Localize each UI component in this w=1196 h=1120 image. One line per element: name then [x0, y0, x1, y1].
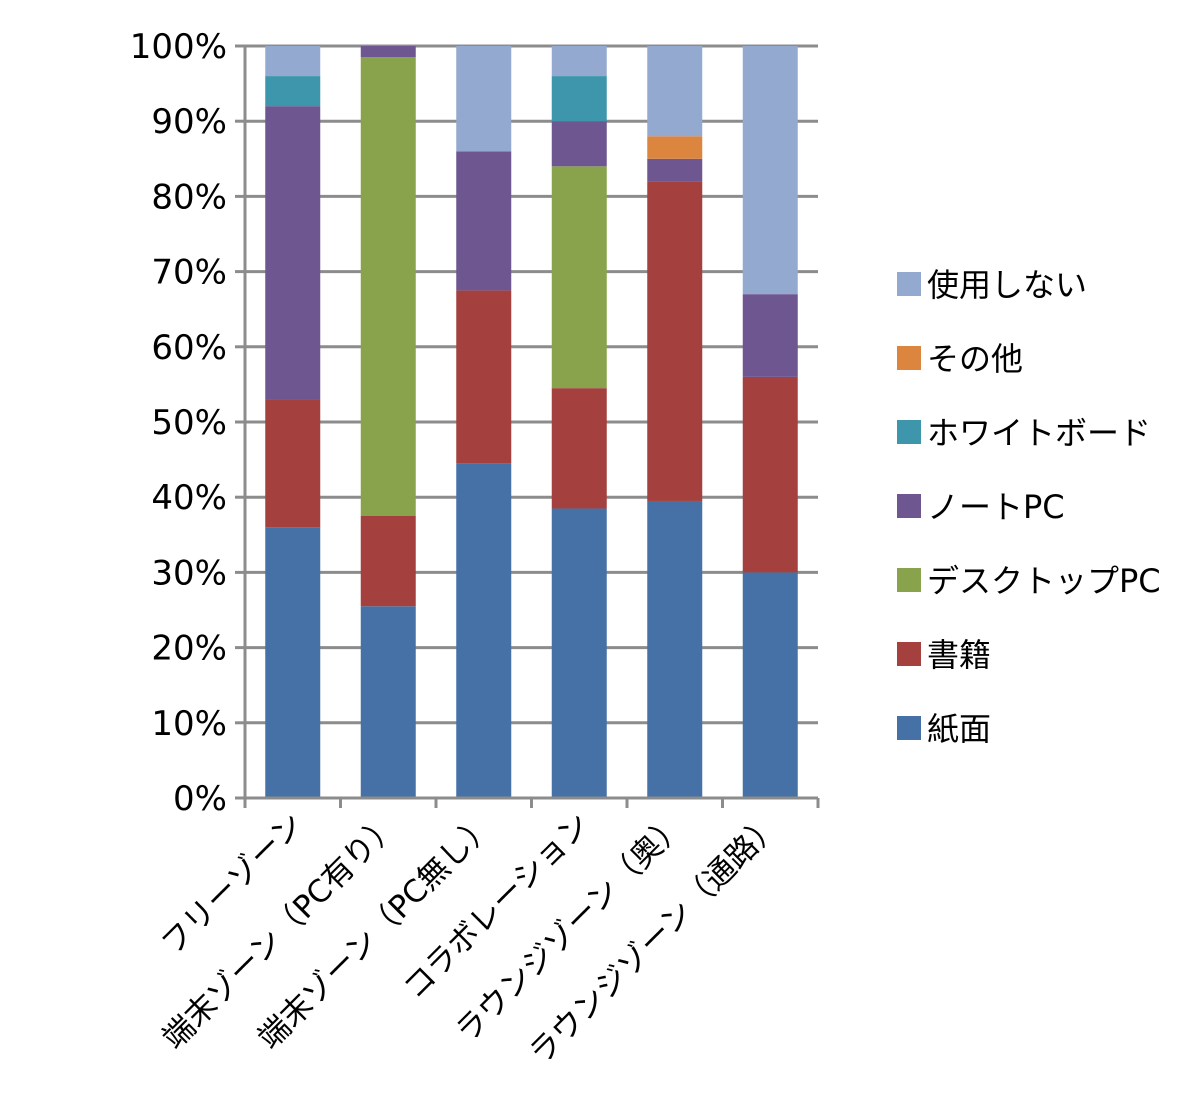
y-tick-label: 40%: [151, 478, 227, 518]
bar-segment: [551, 388, 607, 509]
bar-segment: [265, 46, 321, 77]
bar-segment: [551, 76, 607, 122]
bar-segment: [647, 181, 703, 501]
y-tick-label: 50%: [151, 403, 227, 443]
legend-swatch: [897, 568, 921, 592]
bar-segment: [265, 76, 321, 107]
y-axis-tick-labels: 0% 10% 20% 30% 40% 50% 60% 70% 80% 90% 100%: [130, 27, 227, 819]
bar-segment: [551, 166, 607, 389]
bars: [265, 46, 798, 798]
gridlines: [245, 44, 818, 725]
y-tick-label: 70%: [151, 253, 227, 293]
y-tick-label: 100%: [130, 27, 227, 67]
legend-swatch: [897, 716, 921, 740]
bar-segment: [360, 46, 416, 58]
axes: [235, 44, 820, 808]
bar-segment: [551, 121, 607, 167]
y-tick-label: 30%: [151, 553, 227, 593]
bar-segment: [647, 136, 703, 159]
y-tick-label: 90%: [151, 102, 227, 142]
bar-segment: [360, 606, 416, 798]
bar-segment: [456, 290, 512, 464]
legend-label: ノートPC: [927, 488, 1065, 526]
bar-segment: [742, 294, 798, 377]
y-tick-label: 0%: [173, 779, 227, 819]
legend-swatch: [897, 494, 921, 518]
legend-swatch: [897, 272, 921, 296]
legend-swatch: [897, 346, 921, 370]
legend-label: ホワイトボード: [927, 414, 1151, 452]
y-tick-label: 20%: [151, 629, 227, 669]
bar-segment: [360, 516, 416, 607]
bar-segment: [647, 158, 703, 182]
bar-segment: [265, 399, 321, 528]
x-axis-category-labels: フリーゾーン端末ゾーン（PC有り）端末ゾーン（PC無し）コラボレーションラウンジ…: [155, 806, 788, 1071]
bar-segment: [456, 463, 512, 798]
bar-segment: [647, 500, 703, 798]
legend-label: 使用しない: [927, 266, 1087, 304]
bar-segment: [265, 527, 321, 798]
legend-label: 紙面: [927, 710, 991, 748]
bar-segment: [742, 572, 798, 798]
bar-segment: [360, 57, 416, 516]
bar-segment: [647, 46, 703, 137]
bar-segment: [456, 46, 512, 152]
legend-swatch: [897, 642, 921, 666]
y-tick-label: 80%: [151, 177, 227, 217]
y-tick-label: 10%: [151, 704, 227, 744]
legend-label: 書籍: [927, 636, 991, 674]
bar-segment: [551, 508, 607, 798]
y-tick-label: 60%: [151, 328, 227, 368]
legend-label: その他: [927, 340, 1023, 378]
legend-swatch: [897, 420, 921, 444]
legend-label: デスクトップPC: [927, 562, 1161, 600]
bar-segment: [456, 151, 512, 291]
bar-segment: [551, 46, 607, 77]
bar-segment: [742, 46, 798, 295]
bar-segment: [265, 106, 321, 400]
bar-segment: [742, 376, 798, 573]
